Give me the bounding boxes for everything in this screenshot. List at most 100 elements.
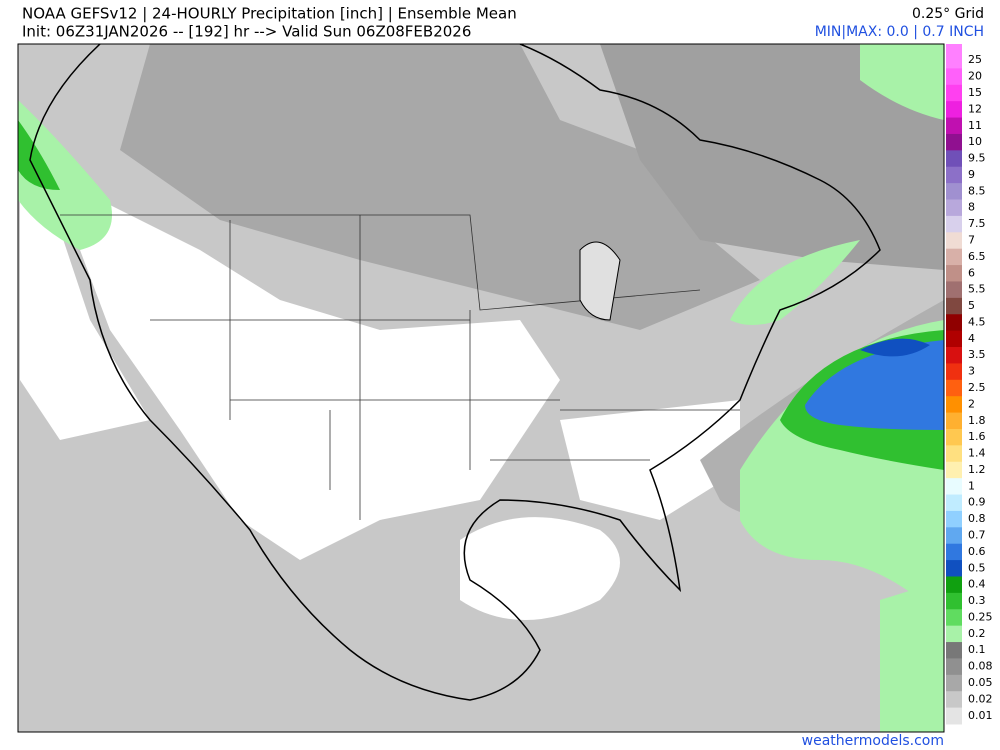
coastline bbox=[29, 44, 881, 701]
title: NOAA GEFSv12 | 24-HOURLY Precipitation [… bbox=[22, 5, 517, 23]
colorbar-cell bbox=[946, 215, 962, 233]
colorbar-label: 1.2 bbox=[968, 463, 986, 476]
colorbar-cell bbox=[946, 166, 962, 184]
colorbar-cell bbox=[946, 412, 962, 430]
colorbar-cell bbox=[946, 248, 962, 266]
colorbar-cell bbox=[946, 150, 962, 168]
colorbar-cell bbox=[946, 461, 962, 479]
colorbar-cell bbox=[946, 52, 962, 69]
colorbar-cell bbox=[946, 674, 962, 692]
colorbar-label: 5.5 bbox=[968, 283, 986, 296]
colorbar-cell bbox=[946, 297, 962, 315]
colorbar-cell bbox=[946, 183, 962, 201]
colorbar-cell bbox=[946, 625, 962, 643]
colorbar-label: 4.5 bbox=[968, 315, 986, 328]
colorbar-cell bbox=[946, 494, 962, 512]
colorbar-cell bbox=[946, 396, 962, 414]
colorbar-label: 25 bbox=[968, 53, 982, 66]
state-borders bbox=[60, 214, 740, 520]
colorbar-label: 0.6 bbox=[968, 545, 986, 558]
colorbar-cell bbox=[946, 691, 962, 709]
colorbar-cell bbox=[946, 363, 962, 381]
colorbar-label: 8 bbox=[968, 201, 975, 214]
dry-region bbox=[20, 200, 150, 440]
colorbar-cell bbox=[946, 314, 962, 332]
colorbar-cell bbox=[946, 510, 962, 528]
colorbar-cell bbox=[946, 642, 962, 659]
colorbar-cell bbox=[946, 576, 962, 594]
colorbar-label: 2 bbox=[968, 397, 975, 410]
dry-region bbox=[460, 517, 620, 620]
colorbar-cell bbox=[946, 428, 962, 446]
map-frame bbox=[17, 43, 945, 733]
colorbar-label: 8.5 bbox=[968, 184, 986, 197]
colorbar-cell bbox=[946, 199, 962, 217]
colorbar-label: 0.1 bbox=[968, 643, 986, 656]
colorbar-label: 0.8 bbox=[968, 512, 986, 525]
colorbar-cell bbox=[946, 101, 962, 119]
precip-region bbox=[18, 100, 112, 250]
colorbar-label: 0.7 bbox=[968, 529, 986, 542]
minmax-label: MIN|MAX: 0.0 | 0.7 INCH bbox=[815, 24, 984, 40]
credit: weathermodels.com bbox=[802, 733, 944, 749]
colorbar-label: 1.4 bbox=[968, 447, 986, 460]
precip-region bbox=[880, 580, 944, 732]
colorbar-label: 2.5 bbox=[968, 381, 986, 394]
colorbar-label: 1 bbox=[968, 479, 975, 492]
dry-region bbox=[60, 180, 560, 560]
colorbar-label: 15 bbox=[968, 86, 982, 99]
precip-region bbox=[805, 340, 944, 430]
colorbar-label: 0.2 bbox=[968, 627, 986, 640]
colorbar-label: 3.5 bbox=[968, 348, 986, 361]
colorbar-cap bbox=[946, 44, 962, 52]
colorbar-label: 0.4 bbox=[968, 578, 986, 591]
colorbar-cell bbox=[946, 478, 962, 496]
colorbar-label: 9 bbox=[968, 168, 975, 181]
map bbox=[17, 43, 945, 733]
colorbar-cell bbox=[946, 379, 962, 397]
colorbar-label: 10 bbox=[968, 135, 982, 148]
colorbar-label: 7.5 bbox=[968, 217, 986, 230]
colorbar-cell bbox=[946, 609, 962, 627]
colorbar-cell bbox=[946, 445, 962, 463]
colorbar-cell bbox=[946, 68, 962, 86]
colorbar-label: 7 bbox=[968, 233, 975, 246]
colorbar-label: 0.01 bbox=[968, 709, 993, 722]
colorbar-cell bbox=[946, 347, 962, 364]
colorbar-label: 9.5 bbox=[968, 152, 986, 165]
colorbar-cell bbox=[946, 658, 962, 676]
colorbar-label: 5 bbox=[968, 299, 975, 312]
colorbar-cell bbox=[946, 592, 962, 610]
colorbar-cell bbox=[946, 84, 962, 102]
colorbar-label: 0.25 bbox=[968, 610, 993, 623]
precip-region bbox=[860, 338, 930, 357]
colorbar-label: 0.02 bbox=[968, 692, 993, 705]
colorbar-label: 12 bbox=[968, 102, 982, 115]
colorbar-label: 4 bbox=[968, 332, 975, 345]
colorbar-label: 0.05 bbox=[968, 676, 993, 689]
colorbar-cell bbox=[946, 527, 962, 545]
colorbar-label: 3 bbox=[968, 365, 975, 378]
colorbar-label: 11 bbox=[968, 119, 982, 132]
colorbar-label: 0.9 bbox=[968, 496, 986, 509]
colorbar-cell bbox=[946, 232, 962, 250]
precip-region bbox=[600, 44, 944, 270]
colorbar-label: 1.8 bbox=[968, 414, 986, 427]
colorbar-label: 0.08 bbox=[968, 660, 993, 673]
great-lakes bbox=[579, 241, 621, 321]
colorbar-label: 6.5 bbox=[968, 250, 986, 263]
colorbar-label: 6 bbox=[968, 266, 975, 279]
colorbar-cell bbox=[946, 133, 962, 151]
init-line: Init: 06Z31JAN2026 -- [192] hr --> Valid… bbox=[22, 23, 471, 41]
colorbar-label: 0.3 bbox=[968, 594, 986, 607]
colorbar-label: 20 bbox=[968, 70, 982, 83]
precip-region bbox=[860, 44, 944, 120]
precip-region bbox=[18, 120, 60, 190]
colorbar-label: 1.6 bbox=[968, 430, 986, 443]
colorbar-cell bbox=[946, 707, 962, 725]
colorbar-cell bbox=[946, 330, 962, 348]
colorbar-label: 0.5 bbox=[968, 561, 986, 574]
precip-region bbox=[730, 240, 860, 325]
